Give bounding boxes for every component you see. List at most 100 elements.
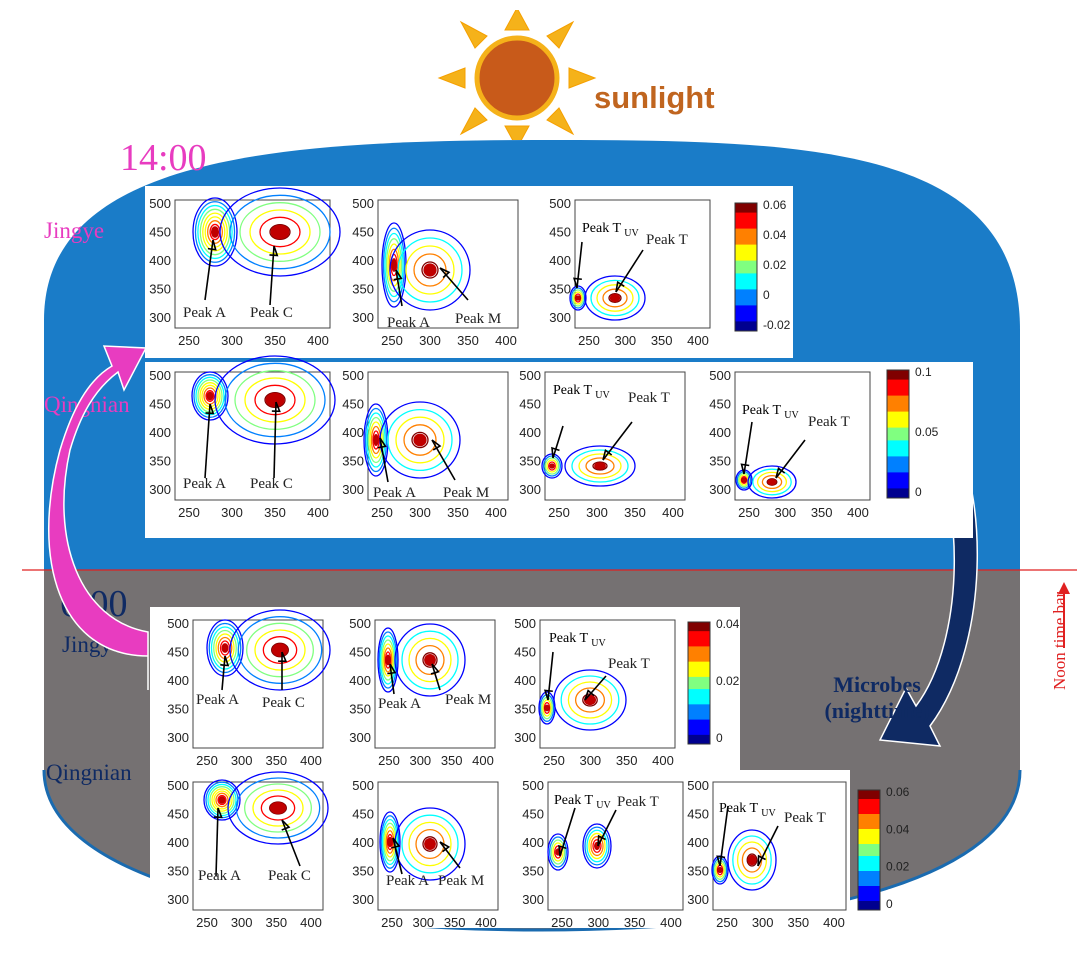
peak-a-label: Peak A [378,696,421,712]
plot-frame [547,781,684,911]
y-tick-label: 500 [342,368,364,383]
peak-t-label: Peak T [628,390,670,406]
y-tick-label: 500 [352,196,374,211]
x-tick-label: 350 [264,505,286,520]
x-tick-label: 300 [579,753,601,768]
x-tick-label: 300 [231,915,253,930]
x-tick-label: 350 [441,753,463,768]
plot-frame [544,371,686,501]
y-tick-label: 450 [514,645,536,660]
peak-pointer-arrow [278,651,288,690]
peak-pointer-arrow [573,241,583,289]
peak-c-label: Peak C [268,868,311,884]
contour-blob [541,453,563,479]
x-tick-label: 250 [381,333,403,348]
peak-pointer-arrow [775,439,806,479]
y-tick-label: 350 [149,454,171,469]
y-tick-label: 500 [149,368,171,383]
y-tick-label: 300 [149,482,171,497]
x-tick-label: 250 [381,915,403,930]
x-tick-label: 300 [419,333,441,348]
colorbar-tick-label: 0 [915,485,922,499]
y-tick-label: 350 [167,702,189,717]
x-tick-label: 400 [823,915,845,930]
y-tick-label: 500 [522,778,544,793]
peak-t-label: Peak T [646,232,688,248]
x-tick-label: 250 [196,915,218,930]
sun-icon [437,10,597,140]
y-tick-label: 400 [709,425,731,440]
colorbar-tick-label: 0.06 [886,785,910,799]
y-tick-label: 500 [352,778,374,793]
peak-a-label: Peak A [183,476,226,492]
x-tick-label: 400 [300,753,322,768]
contour-blob [569,285,587,311]
x-tick-label: 300 [409,505,431,520]
y-tick-label: 500 [167,778,189,793]
site-label-jingye-day: Jingye [44,218,105,243]
x-tick-label: 350 [265,915,287,930]
y-tick-label: 350 [167,864,189,879]
peak-pointer-arrow [551,425,564,459]
x-tick-label: 400 [847,505,869,520]
y-tick-label: 450 [349,645,371,660]
peak-pointer-arrow [393,269,403,307]
x-tick-label: 300 [586,505,608,520]
y-tick-label: 500 [549,196,571,211]
colorbar [734,202,758,332]
peak-a-label: Peak A [386,873,429,889]
y-tick-label: 350 [709,454,731,469]
y-tick-label: 300 [149,310,171,325]
peak-pointer-arrow [204,239,217,301]
y-tick-label: 500 [167,616,189,631]
y-tick-label: 400 [167,835,189,850]
y-tick-label: 400 [349,673,371,688]
sunlight-cycle-arrow [48,345,149,690]
peak-c-label: Peak C [262,695,305,711]
y-tick-label: 400 [167,673,189,688]
peak-pointer-arrow [220,655,230,691]
y-tick-label: 450 [522,807,544,822]
y-tick-label: 450 [149,225,171,240]
contour-blob [203,779,241,821]
y-tick-label: 450 [149,397,171,412]
peak-m-label: Peak M [455,311,501,327]
peak-pointer-arrow [543,651,554,701]
y-tick-label: 500 [709,368,731,383]
peak-pointer-arrow [387,663,397,695]
y-tick-label: 500 [514,616,536,631]
y-tick-label: 400 [549,253,571,268]
x-tick-label: 400 [300,915,322,930]
plot-frame [734,371,871,501]
y-tick-label: 400 [519,425,541,440]
sunlight-label: sunlight [594,80,715,115]
x-tick-label: 250 [543,753,565,768]
y-tick-label: 500 [349,616,371,631]
x-tick-label: 250 [196,753,218,768]
colorbar-tick-label: 0.06 [763,198,787,212]
peak-pointer-arrow [439,267,469,301]
y-tick-label: 400 [352,835,374,850]
colorbar-tick-label: -0.02 [763,318,791,332]
peak-pointer-arrow [439,841,461,869]
plot-frame [367,371,509,501]
colorbar-tick-label: 0 [763,288,770,302]
colorbar-tick-label: 0 [886,897,893,911]
y-tick-label: 300 [522,892,544,907]
y-tick-label: 300 [167,730,189,745]
x-tick-label: 350 [651,333,673,348]
contour-blob [582,823,612,869]
time-label-day: 14:00 [120,137,207,179]
x-tick-label: 350 [624,505,646,520]
y-tick-label: 350 [149,282,171,297]
x-tick-label: 350 [811,505,833,520]
y-tick-label: 400 [149,425,171,440]
y-tick-label: 300 [352,892,374,907]
y-tick-label: 350 [352,864,374,879]
peak-a-label: Peak A [387,315,430,331]
y-tick-label: 450 [687,807,709,822]
peak-m-label: Peak M [443,485,489,501]
x-tick-label: 400 [495,333,517,348]
